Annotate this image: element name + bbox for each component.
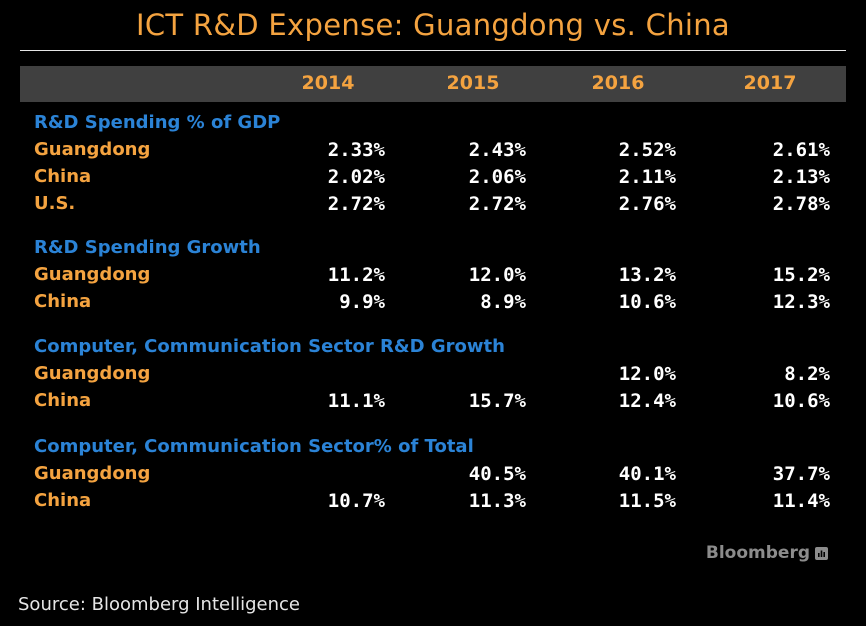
row-label-guangdong: Guangdong <box>34 139 151 160</box>
table-cell: 2.06% <box>468 166 526 188</box>
table-cell: 9.9% <box>339 291 385 313</box>
year-header-bar <box>20 66 846 102</box>
table-cell: 2.13% <box>772 166 830 188</box>
table-cell: 15.7% <box>468 390 526 412</box>
section-title: R&D Spending Growth <box>34 237 261 258</box>
title-divider <box>20 50 846 51</box>
table-cell: 11.3% <box>468 490 526 512</box>
year-header-2017: 2017 <box>743 72 797 94</box>
row-label-china: China <box>34 390 92 411</box>
bloomberg-terminal-icon <box>815 546 828 560</box>
table-cell: 2.72% <box>468 193 526 215</box>
brand-name: Bloomberg <box>705 543 810 563</box>
bloomberg-logo: Bloomberg <box>706 543 828 563</box>
table-cell: 40.1% <box>618 463 676 485</box>
table-cell: 2.02% <box>327 166 385 188</box>
table-cell: 12.3% <box>772 291 830 313</box>
year-header-2015: 2015 <box>446 72 500 94</box>
table-cell: 37.7% <box>772 463 830 485</box>
table-cell: 10.6% <box>772 390 830 412</box>
section-title: Computer, Communication Sector R&D Growt… <box>34 336 505 357</box>
row-label-guangdong: Guangdong <box>34 463 151 484</box>
year-header-2014: 2014 <box>301 72 355 94</box>
table-cell: 11.5% <box>618 490 676 512</box>
table-cell: 2.78% <box>772 193 830 215</box>
section-title: Computer, Communication Sector% of Total <box>34 436 474 457</box>
table-cell: 11.4% <box>772 490 830 512</box>
table-cell: 12.4% <box>618 390 676 412</box>
row-label-guangdong: Guangdong <box>34 264 151 285</box>
section-title: R&D Spending % of GDP <box>34 112 281 133</box>
table-cell: 15.2% <box>772 264 830 286</box>
table-cell: 2.43% <box>468 139 526 161</box>
source-note: Source: Bloomberg Intelligence <box>18 594 300 615</box>
table-cell: 12.0% <box>618 363 676 385</box>
table-cell: 2.11% <box>618 166 676 188</box>
table-cell: 2.76% <box>618 193 676 215</box>
table-cell: 11.1% <box>327 390 385 412</box>
table-cell: 2.61% <box>772 139 830 161</box>
table-cell: 8.2% <box>784 363 830 385</box>
year-header-2016: 2016 <box>591 72 645 94</box>
table-cell: 13.2% <box>618 264 676 286</box>
row-label-china: China <box>34 490 92 511</box>
table-cell: 2.33% <box>327 139 385 161</box>
row-label-china: China <box>34 166 92 187</box>
table-cell: 40.5% <box>468 463 526 485</box>
chart-title: ICT R&D Expense: Guangdong vs. China <box>135 8 730 42</box>
row-label-us: U.S. <box>34 193 76 214</box>
table-cell: 10.7% <box>327 490 385 512</box>
table-cell: 2.52% <box>618 139 676 161</box>
table-cell: 12.0% <box>468 264 526 286</box>
table-cell: 8.9% <box>480 291 526 313</box>
table-cell: 11.2% <box>327 264 385 286</box>
table-cell: 10.6% <box>618 291 676 313</box>
row-label-china: China <box>34 291 92 312</box>
row-label-guangdong: Guangdong <box>34 363 151 384</box>
table-cell: 2.72% <box>327 193 385 215</box>
